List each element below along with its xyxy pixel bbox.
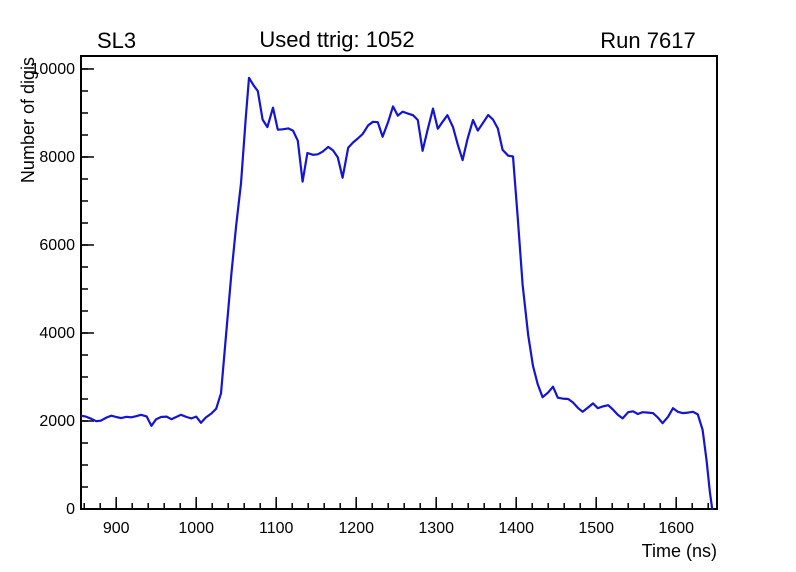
x-tick-label: 1400 <box>498 520 534 537</box>
plot-frame <box>80 55 718 510</box>
y-tick-label: 4000 <box>39 325 75 342</box>
y-tick-label: 0 <box>66 501 75 518</box>
ttrig-label: Used ttrig: 1052 <box>259 27 415 52</box>
x-tick-label: 1600 <box>658 520 694 537</box>
x-tick-label: 1500 <box>578 520 614 537</box>
x-tick-label: 1100 <box>259 520 294 537</box>
superlayer-label: SL3 <box>97 28 137 53</box>
x-tick-label: 900 <box>103 520 130 537</box>
y-tick-label: 8000 <box>39 149 75 166</box>
x-tick-label: 1300 <box>418 520 454 537</box>
series-line <box>81 76 714 510</box>
axis-ticks <box>81 68 709 510</box>
x-axis-title: Time (ns) <box>642 541 717 561</box>
x-tick-label: 1200 <box>338 520 374 537</box>
run-label: Run 7617 <box>600 28 696 53</box>
y-tick-label: 2000 <box>39 413 75 430</box>
y-axis-title: Number of digis <box>18 57 38 183</box>
y-tick-label: 10000 <box>31 61 76 78</box>
y-tick-label: 6000 <box>39 237 75 254</box>
axis-tick-labels: 900 1000 1100 1200 1300 1400 1500 1600 0 2000 4000… <box>31 61 695 537</box>
x-tick-label: 1000 <box>178 520 214 537</box>
